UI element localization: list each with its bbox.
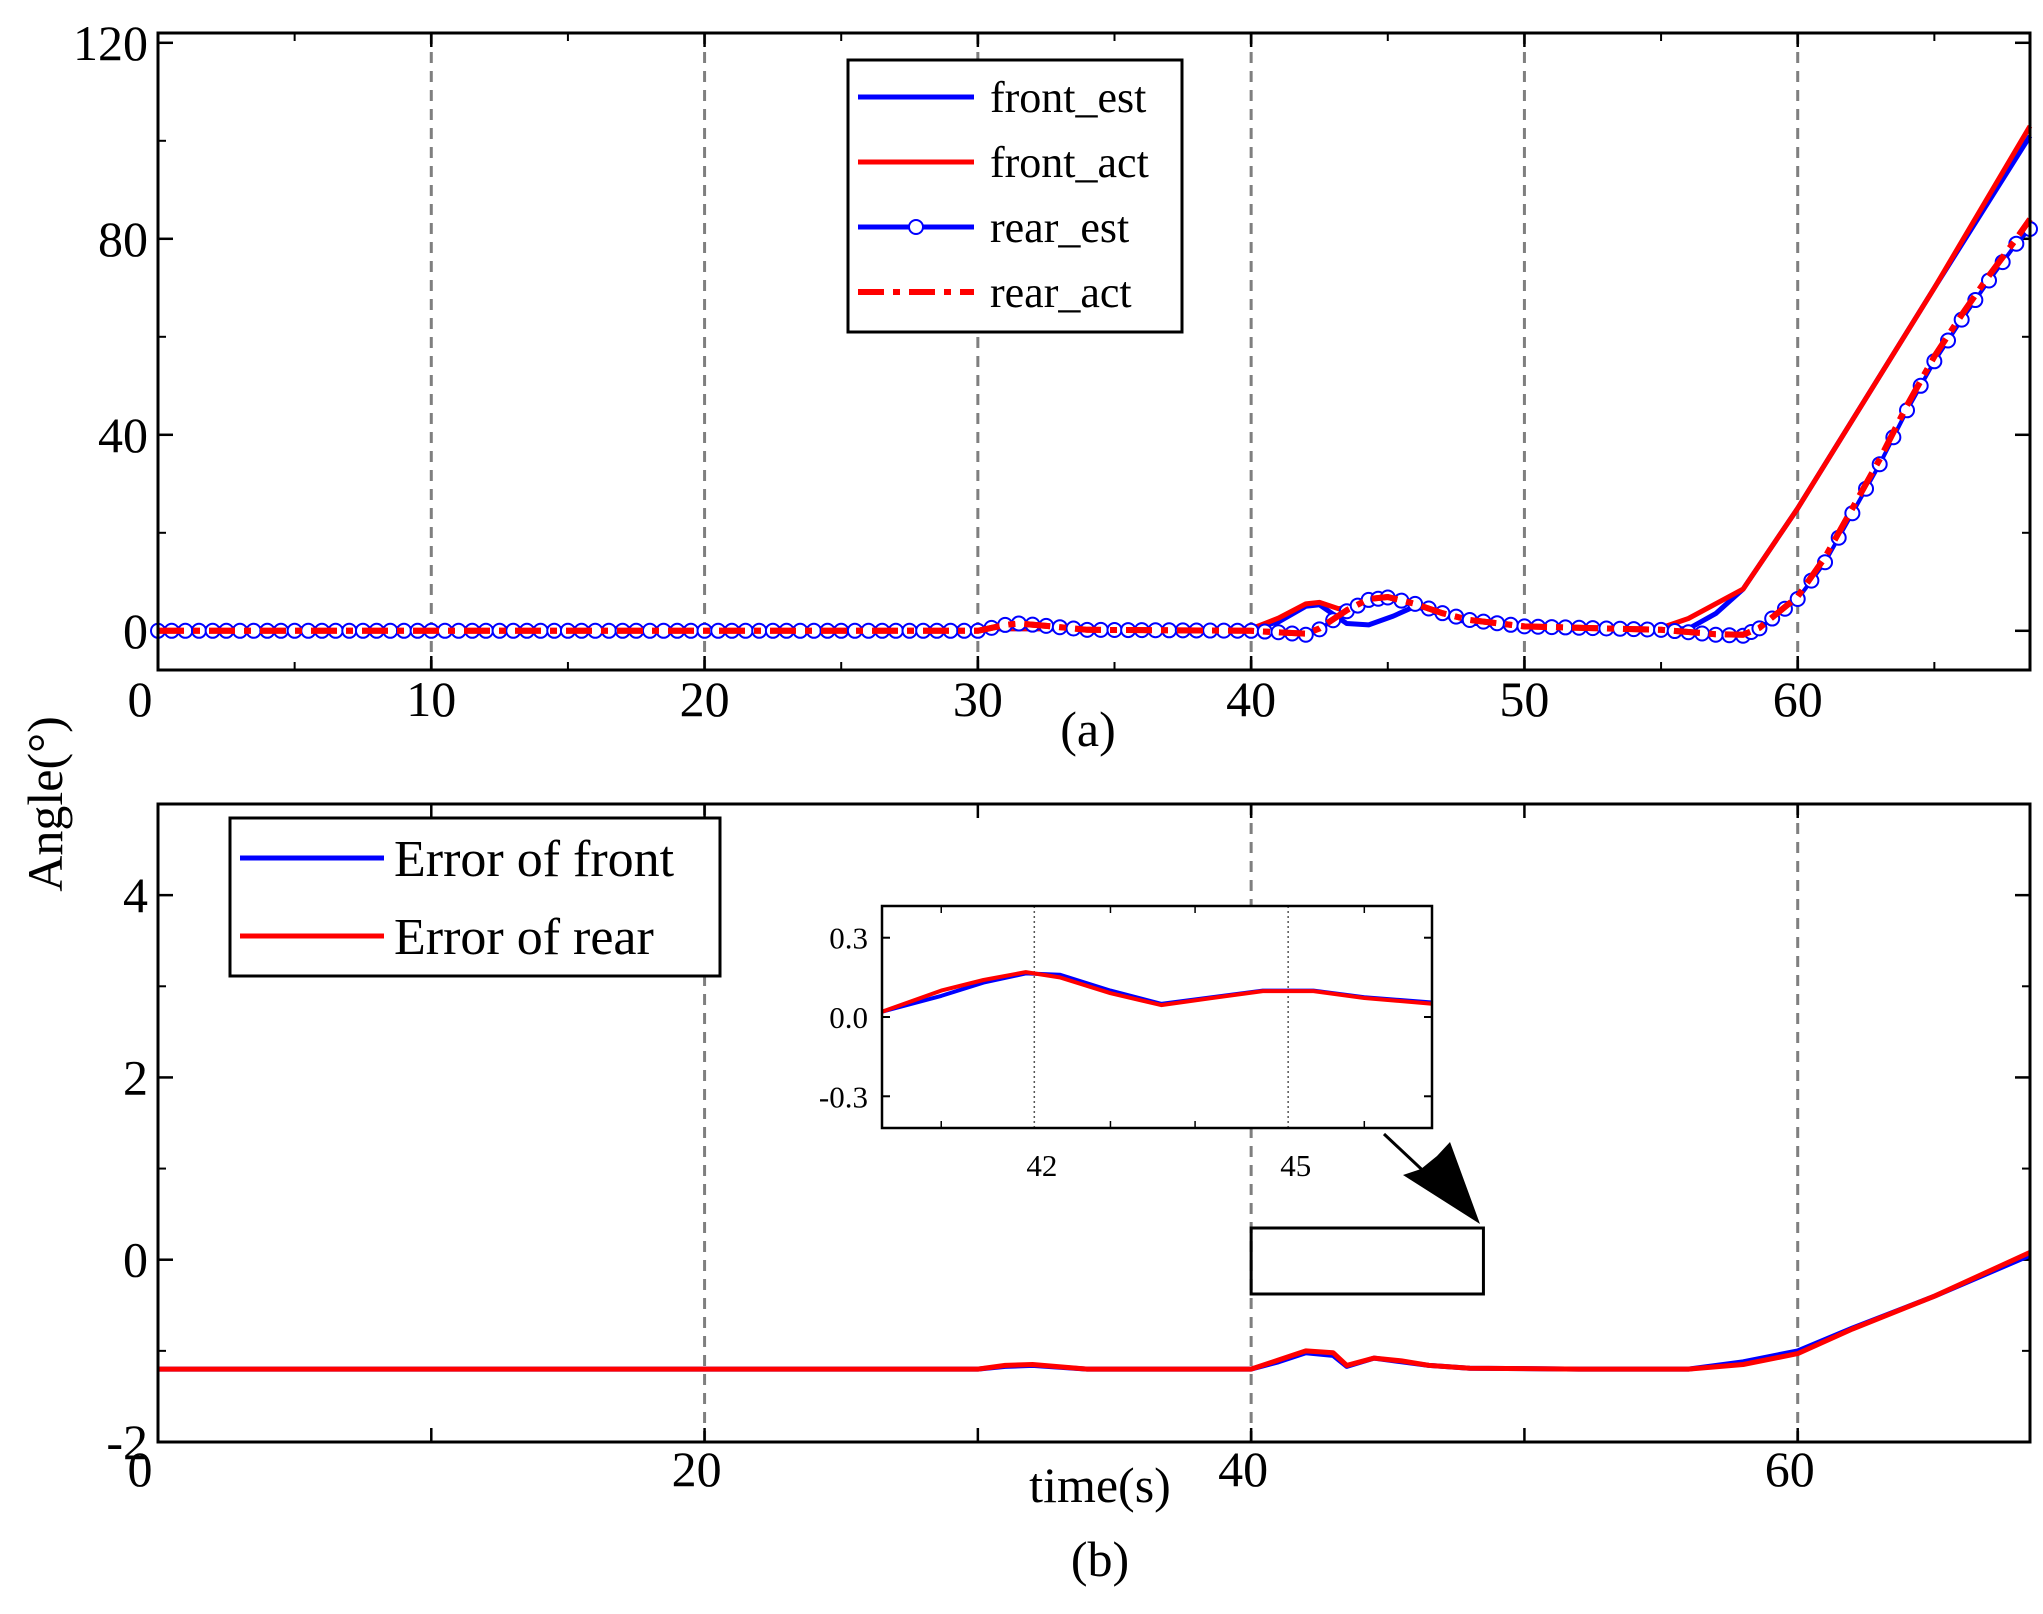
zoom-box	[1249, 1226, 1485, 1296]
zoom-arrow-head	[1403, 1142, 1480, 1224]
inset-series-Error-of-rear	[881, 970, 1433, 1014]
x-tick-label: 60	[1765, 1441, 1815, 1497]
x-tick-label: 30	[953, 671, 1003, 727]
inset-y-tick-label: -0.3	[819, 1079, 868, 1114]
series-line-Error-of-rear	[158, 1250, 2032, 1372]
inset-background	[882, 906, 1432, 1128]
x-tick-label: 20	[672, 1441, 722, 1497]
legend-label: rear_est	[990, 203, 1129, 252]
inset: 0.3 0.0 -0.3 42 45	[819, 904, 1434, 1183]
legend-label: front_act	[990, 138, 1149, 187]
legend-box	[228, 816, 722, 978]
caption-a: (a)	[1060, 701, 1116, 757]
legend-marker	[908, 219, 924, 235]
series-line-rear_act-top	[158, 217, 2033, 638]
y-tick-label: 0	[123, 1232, 148, 1288]
y-tick-label: -2	[106, 1414, 148, 1470]
axes-frame-a	[156, 31, 2032, 672]
inset-x-tick-label: 42	[1026, 1148, 1057, 1183]
caption-b: (b)	[1071, 1531, 1129, 1587]
x-tick-label: 0	[128, 671, 153, 727]
legend-label: Error of rear	[394, 909, 654, 966]
x-tick-label: 10	[406, 671, 456, 727]
legend-b: Error of front Error of rear	[228, 816, 722, 978]
panel-a: 0 10 20 30 40 50 60 0 40 80 120 (a) front_est front_a…	[73, 15, 2038, 757]
legend-label: Error of front	[394, 831, 675, 888]
x-tick-label: 60	[1773, 671, 1823, 727]
series-line-Error-of-front	[158, 1252, 2031, 1372]
y-axis-title: Angle(°)	[17, 716, 73, 892]
inset-y-tick-label: 0.3	[829, 921, 868, 956]
x-tick-label: 0	[128, 1441, 153, 1497]
y-tick-label: 120	[73, 15, 148, 71]
x-tick-label: 50	[1499, 671, 1549, 727]
y-tick-label: 40	[98, 407, 148, 463]
legend-label: front_est	[990, 73, 1146, 122]
inset-x-tick-label: 45	[1280, 1148, 1311, 1183]
y-tick-label: 80	[98, 211, 148, 267]
y-tick-label: 4	[123, 867, 148, 923]
x-tick-label: 40	[1218, 1441, 1268, 1497]
x-tick-label: 20	[680, 671, 730, 727]
inset-frame	[880, 904, 1434, 1130]
y-tick-label: 2	[123, 1049, 148, 1105]
inset-y-tick-label: 0.0	[829, 1000, 868, 1035]
axes-frame-b	[156, 802, 2032, 1444]
y-tick-label: 0	[123, 603, 148, 659]
x-axis-title: time(s)	[1029, 1457, 1171, 1513]
legend-box	[846, 58, 1184, 334]
legend-label: rear_act	[990, 268, 1132, 317]
x-tick-label: 40	[1226, 671, 1276, 727]
legend-a: front_est front_act rear_est rear_act	[846, 58, 1184, 334]
